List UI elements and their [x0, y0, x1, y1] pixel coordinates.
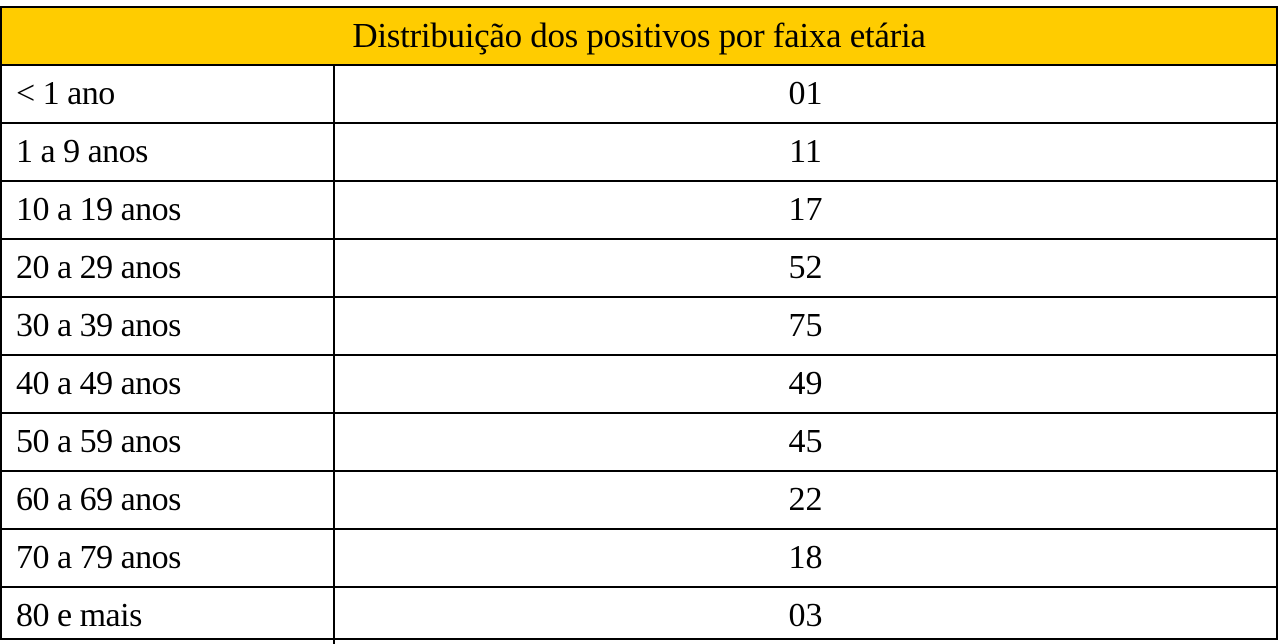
age-range-cell: 1 a 9 anos [2, 122, 335, 181]
positive-count-cell: 49 [334, 354, 1276, 413]
age-range-cell: 70 a 79 anos [2, 528, 335, 587]
positive-count-cell: 17 [334, 180, 1276, 239]
age-range-cell: 50 a 59 anos [2, 412, 335, 471]
table-row: 50 a 59 anos 45 [2, 412, 1276, 471]
table-row: < 1 ano 01 [2, 65, 1276, 123]
age-distribution-table: Distribuição dos positivos por faixa etá… [2, 8, 1276, 644]
age-range-cell: 10 a 19 anos [2, 180, 335, 239]
positive-count-cell: 52 [334, 238, 1276, 297]
table-row: 10 a 19 anos 17 [2, 180, 1276, 239]
table-row: 40 a 49 anos 49 [2, 354, 1276, 413]
positive-count-cell: 11 [334, 122, 1276, 181]
age-distribution-table-frame: Distribuição dos positivos por faixa etá… [0, 6, 1278, 644]
table-header-row: Distribuição dos positivos por faixa etá… [2, 8, 1276, 66]
table-title: Distribuição dos positivos por faixa etá… [2, 8, 1276, 66]
age-range-cell: 30 a 39 anos [2, 296, 335, 355]
age-range-cell: < 1 ano [2, 65, 335, 123]
table-row: 70 a 79 anos 18 [2, 528, 1276, 587]
table-row: 30 a 39 anos 75 [2, 296, 1276, 355]
table-row: 60 a 69 anos 22 [2, 470, 1276, 529]
age-range-cell: 60 a 69 anos [2, 470, 335, 529]
positive-count-cell: 03 [334, 586, 1276, 644]
age-range-cell: 80 e mais [2, 586, 335, 644]
table-row: 80 e mais 03 [2, 586, 1276, 644]
positive-count-cell: 45 [334, 412, 1276, 471]
positive-count-cell: 01 [788, 75, 823, 112]
positive-count-cell: 75 [334, 296, 1276, 355]
age-range-cell: 40 a 49 anos [2, 354, 335, 413]
positive-count-cell: 18 [334, 528, 1276, 587]
positive-count-cell: 22 [334, 470, 1276, 529]
age-range-cell: 20 a 29 anos [2, 238, 335, 297]
table-row: 20 a 29 anos 52 [2, 238, 1276, 297]
table-row: 1 a 9 anos 11 [2, 122, 1276, 181]
